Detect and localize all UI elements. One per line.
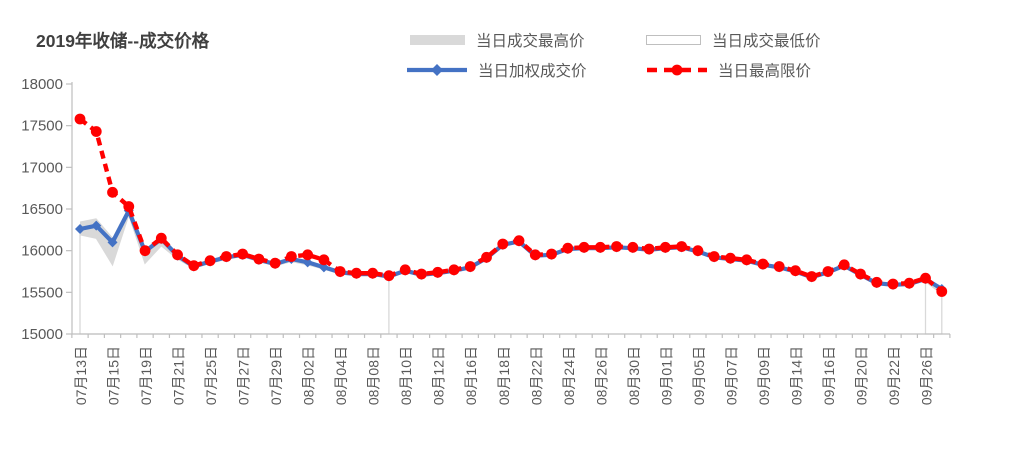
svg-text:08月12日: 08月12日	[431, 346, 447, 405]
svg-text:15500: 15500	[21, 284, 63, 301]
svg-text:09月16日: 09月16日	[821, 346, 837, 405]
svg-text:07月25日: 07月25日	[203, 346, 219, 405]
legend-label-daily-high: 当日成交最高价	[476, 33, 585, 50]
svg-text:08月24日: 08月24日	[561, 346, 577, 405]
x-axis-labels: 07月13日 07月15日 07月19日 07月21日 07月25日 07月27日 07月2…	[73, 346, 935, 405]
svg-text:09月20日: 09月20日	[853, 346, 869, 405]
svg-text:15000: 15000	[21, 326, 63, 343]
red-dashed-circle-swatch-icon	[647, 64, 707, 76]
svg-text:18000: 18000	[21, 76, 63, 93]
svg-text:07月13日: 07月13日	[73, 346, 89, 405]
legend-label-daily-low: 当日成交最低价	[712, 33, 821, 50]
svg-text:08月22日: 08月22日	[528, 346, 544, 405]
svg-text:09月01日: 09月01日	[658, 346, 674, 405]
legend-item-weighted-price: 当日加权成交价	[406, 60, 587, 80]
svg-text:08月30日: 08月30日	[626, 346, 642, 405]
legend-label-limit-price: 当日最高限价	[718, 63, 812, 80]
white-area-swatch-icon	[646, 35, 701, 45]
legend-item-daily-low: 当日成交最低价	[646, 30, 821, 50]
y-axis-labels: 15000 15500 16000 16500 17000 17500 18000	[21, 76, 63, 343]
svg-text:09月26日: 09月26日	[919, 346, 935, 405]
svg-text:17500: 17500	[21, 118, 63, 135]
legend-item-daily-high: 当日成交最高价	[410, 30, 585, 50]
legend-label-weighted-price: 当日加权成交价	[478, 63, 587, 80]
svg-text:07月15日: 07月15日	[106, 346, 122, 405]
svg-text:07月21日: 07月21日	[171, 346, 187, 405]
series-areas	[79, 206, 943, 335]
svg-text:07月27日: 07月27日	[236, 346, 252, 405]
svg-text:08月04日: 08月04日	[333, 346, 349, 405]
svg-text:08月26日: 08月26日	[593, 346, 609, 405]
svg-text:09月09日: 09月09日	[756, 346, 772, 405]
axes	[66, 82, 951, 338]
svg-text:08月08日: 08月08日	[366, 346, 382, 405]
svg-text:07月29日: 07月29日	[268, 346, 284, 405]
svg-text:08月16日: 08月16日	[463, 346, 479, 405]
svg-text:17000: 17000	[21, 159, 63, 176]
svg-text:09月22日: 09月22日	[886, 346, 902, 405]
chart-title: 2019年收储--成交价格	[36, 31, 210, 51]
blue-line-diamond-swatch-icon	[407, 64, 467, 76]
svg-text:09月07日: 09月07日	[723, 346, 739, 405]
svg-text:09月14日: 09月14日	[788, 346, 804, 405]
svg-text:08月10日: 08月10日	[398, 346, 414, 405]
gray-area-swatch-icon	[410, 35, 465, 45]
svg-text:09月05日: 09月05日	[691, 346, 707, 405]
legend-item-limit-price: 当日最高限价	[646, 60, 811, 80]
svg-text:08月02日: 08月02日	[301, 346, 317, 405]
svg-text:08月18日: 08月18日	[496, 346, 512, 405]
svg-text:16000: 16000	[21, 243, 63, 260]
svg-text:16500: 16500	[21, 201, 63, 218]
svg-text:07月19日: 07月19日	[138, 346, 154, 405]
series-limit-line	[74, 113, 948, 297]
